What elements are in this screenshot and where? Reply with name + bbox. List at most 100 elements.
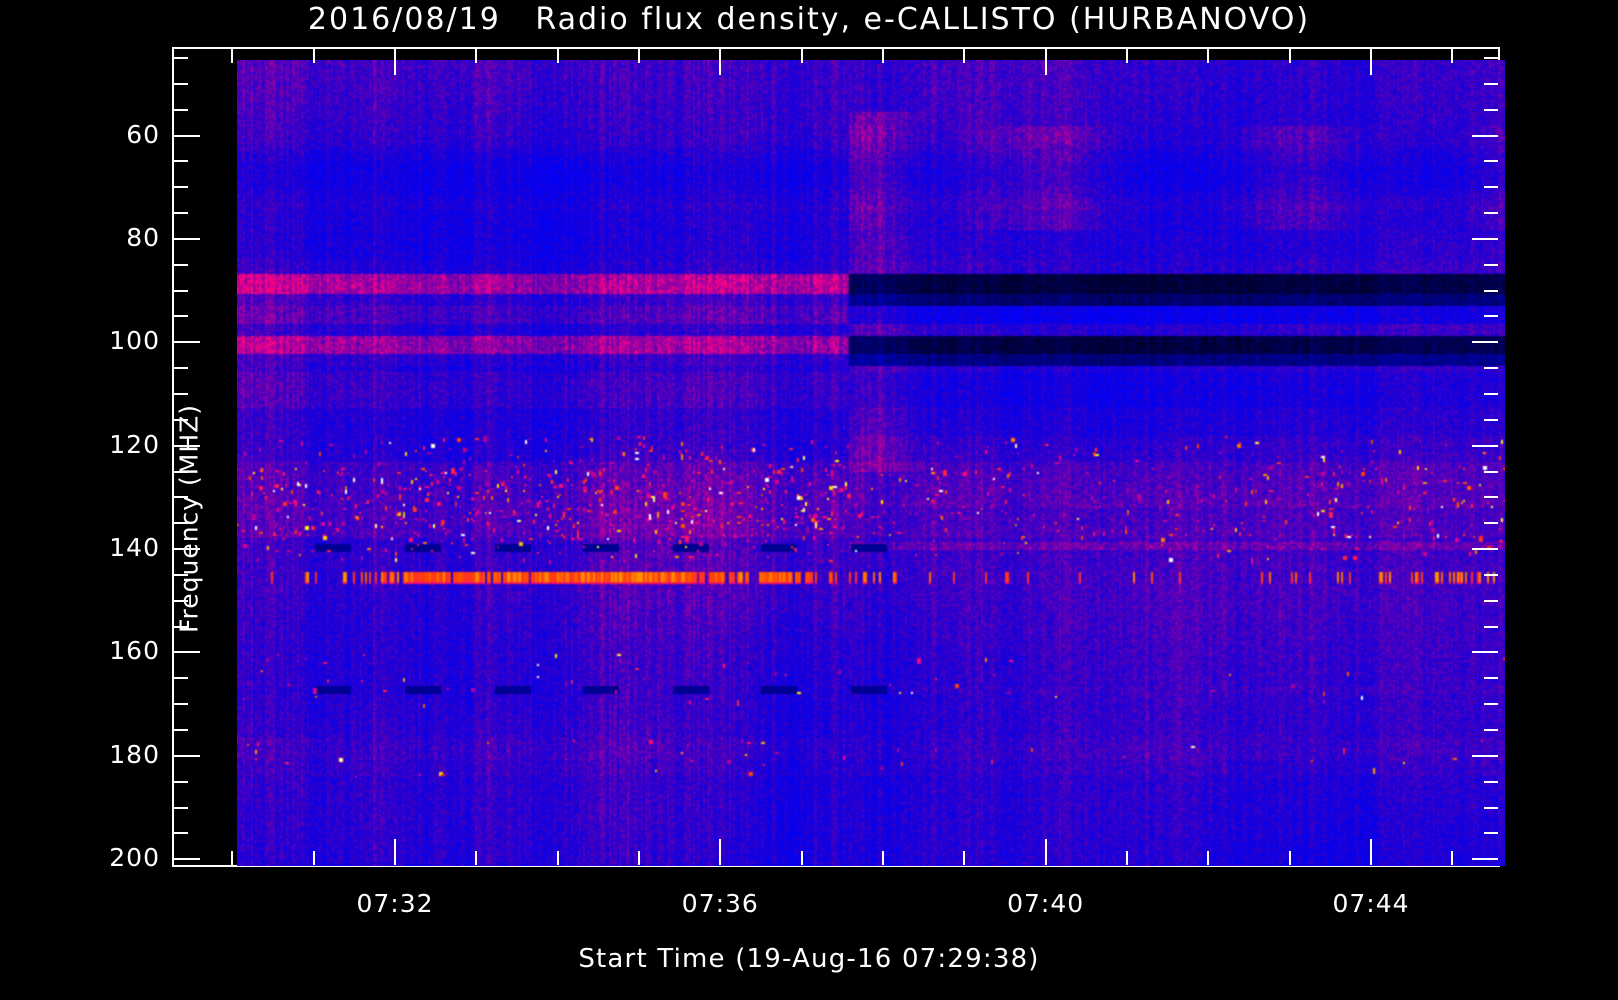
y-minor-tick xyxy=(1484,160,1498,163)
y-minor-tick xyxy=(1484,393,1498,395)
x-major-tick xyxy=(394,839,396,865)
y-minor-tick xyxy=(174,780,188,783)
y-tick-label: 120 xyxy=(109,429,160,459)
x-minor-tick xyxy=(1126,851,1128,865)
y-minor-tick xyxy=(1484,522,1498,525)
x-minor-tick xyxy=(1207,851,1210,865)
y-minor-tick xyxy=(1484,470,1498,473)
y-major-tick xyxy=(1472,444,1498,447)
y-minor-tick xyxy=(1484,315,1498,318)
y-minor-tick xyxy=(174,625,188,628)
plot-frame: 60 80 100 120 140 160 180 200 07:32 07:36 07:40 07… xyxy=(109,47,1505,918)
y-tick-label: 100 xyxy=(109,326,160,356)
y-axis-title: Frequency (MHZ) xyxy=(174,403,204,634)
y-minor-tick xyxy=(174,57,188,59)
y-minor-tick xyxy=(1484,186,1498,189)
x-minor-tick xyxy=(800,851,803,865)
x-minor-tick xyxy=(963,851,966,865)
x-minor-tick xyxy=(800,49,803,63)
x-minor-tick xyxy=(231,851,234,865)
x-minor-tick xyxy=(1288,49,1291,63)
y-minor-tick xyxy=(174,367,188,370)
y-minor-tick xyxy=(174,393,188,395)
y-minor-tick xyxy=(1484,677,1498,680)
x-minor-tick xyxy=(638,851,640,865)
y-minor-tick xyxy=(174,703,188,706)
y-minor-tick xyxy=(174,573,188,576)
y-major-tick xyxy=(1472,341,1498,344)
y-tick-label: 60 xyxy=(126,119,160,149)
x-minor-tick xyxy=(312,49,315,63)
y-minor-tick xyxy=(1484,806,1498,809)
y-minor-tick xyxy=(1484,212,1498,215)
x-major-tick xyxy=(1044,49,1047,75)
x-axis-title: Start Time (19-Aug-16 07:29:38) xyxy=(578,944,1040,974)
y-minor-tick xyxy=(174,806,188,809)
y-minor-tick xyxy=(174,82,188,85)
y-major-tick xyxy=(174,444,200,447)
y-minor-tick xyxy=(174,212,188,215)
y-minor-tick xyxy=(174,160,188,163)
x-minor-tick xyxy=(1207,49,1210,63)
y-minor-tick xyxy=(174,186,188,189)
y-minor-tick xyxy=(1484,263,1498,266)
y-minor-tick xyxy=(1484,82,1498,85)
x-minor-tick xyxy=(1451,49,1454,63)
y-minor-tick xyxy=(1484,625,1498,628)
y-minor-tick xyxy=(174,677,188,680)
x-minor-tick xyxy=(1288,851,1291,865)
x-major-tick xyxy=(394,49,396,75)
y-minor-tick xyxy=(1484,832,1498,835)
x-tick-label: 07:44 xyxy=(1332,889,1410,918)
y-major-tick xyxy=(174,651,200,654)
y-major-tick xyxy=(174,754,200,757)
x-major-tick xyxy=(719,49,722,75)
x-major-tick xyxy=(1370,839,1372,865)
x-minor-tick xyxy=(882,49,884,63)
y-major-tick xyxy=(1472,754,1498,757)
y-tick-label: 200 xyxy=(109,843,160,873)
y-minor-tick xyxy=(174,470,188,473)
x-minor-tick xyxy=(556,851,559,865)
y-minor-tick xyxy=(1484,780,1498,783)
y-minor-tick xyxy=(174,496,188,499)
y-minor-tick xyxy=(1484,367,1498,370)
x-major-tick xyxy=(1044,839,1047,865)
y-minor-tick xyxy=(1484,289,1498,292)
y-major-tick xyxy=(1472,651,1498,654)
y-major-tick xyxy=(1472,858,1498,861)
x-tick-label: 07:36 xyxy=(681,889,759,918)
y-major-tick xyxy=(174,237,200,240)
y-tick-label: 140 xyxy=(109,533,160,563)
y-major-tick xyxy=(174,341,200,344)
x-major-tick xyxy=(1370,49,1372,75)
x-tick-label: 07:40 xyxy=(1007,889,1085,918)
y-minor-tick xyxy=(1484,57,1498,59)
y-major-tick xyxy=(1472,134,1498,137)
x-major-tick xyxy=(719,839,722,865)
x-minor-tick xyxy=(638,49,640,63)
y-tick-label: 180 xyxy=(109,739,160,769)
y-major-tick xyxy=(174,134,200,137)
x-tick-label: 07:32 xyxy=(356,889,434,918)
y-minor-tick xyxy=(174,418,188,421)
y-minor-tick xyxy=(1484,418,1498,421)
x-minor-tick xyxy=(882,851,884,865)
y-major-tick xyxy=(1472,548,1498,551)
page-title: 2016/08/19 Radio flux density, e-CALLIST… xyxy=(307,2,1311,37)
spectrogram-canvas xyxy=(237,60,1505,866)
y-tick-label: 160 xyxy=(109,636,160,666)
y-minor-tick xyxy=(174,599,188,602)
x-minor-tick xyxy=(475,851,478,865)
y-minor-tick xyxy=(174,289,188,292)
x-minor-tick xyxy=(1126,49,1128,63)
y-minor-tick xyxy=(174,263,188,266)
y-minor-tick xyxy=(1484,599,1498,602)
y-minor-tick xyxy=(1484,703,1498,706)
x-minor-tick xyxy=(312,851,315,865)
y-minor-tick xyxy=(1484,573,1498,576)
y-minor-tick xyxy=(174,832,188,835)
y-tick-label: 80 xyxy=(126,222,160,252)
y-major-tick xyxy=(174,548,200,551)
